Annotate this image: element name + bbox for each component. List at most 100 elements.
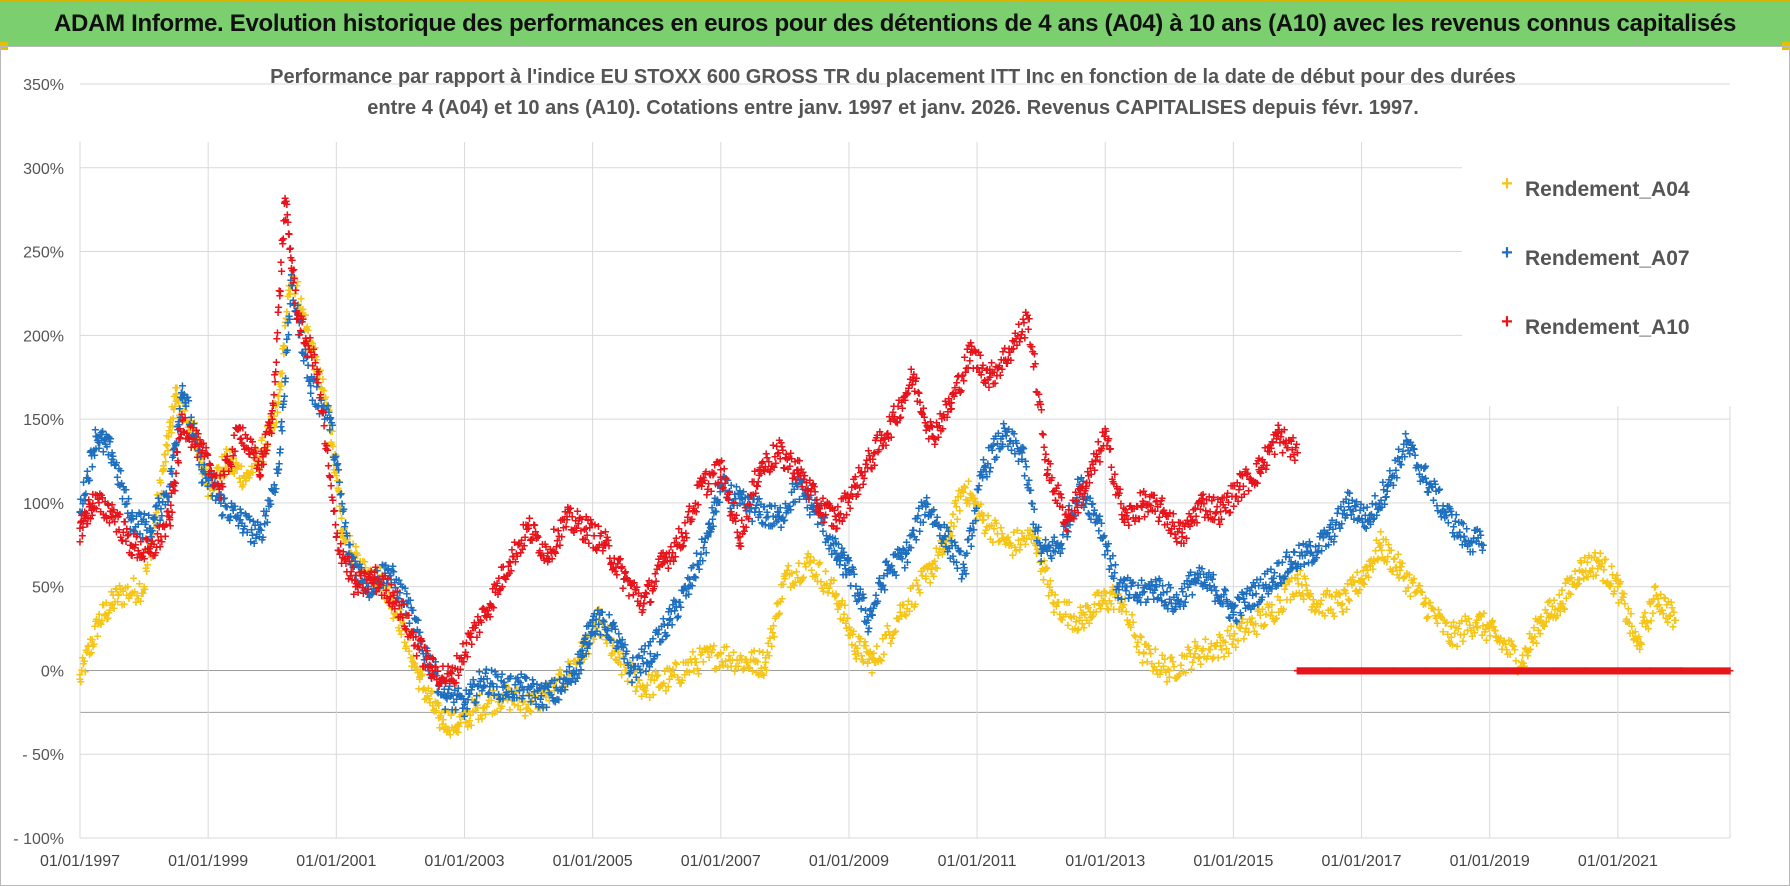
data-point: + <box>168 398 176 414</box>
data-point: + <box>524 687 532 703</box>
data-point: + <box>264 423 272 439</box>
data-point: + <box>403 622 411 638</box>
data-point: + <box>168 504 176 520</box>
data-point: + <box>271 395 279 411</box>
data-point: + <box>184 419 192 435</box>
data-point: + <box>221 446 229 462</box>
data-point: + <box>226 443 234 459</box>
data-point: + <box>499 688 507 704</box>
data-point: + <box>288 268 296 284</box>
data-point: + <box>214 460 222 476</box>
data-point: + <box>106 597 114 613</box>
data-point: + <box>614 654 622 670</box>
data-point: + <box>89 638 97 654</box>
x-tick-label: 01/01/2001 <box>296 853 376 870</box>
data-point: + <box>90 636 98 652</box>
data-point: + <box>367 577 375 593</box>
data-point: + <box>339 530 347 546</box>
x-tick-label: 01/01/2015 <box>1193 853 1273 870</box>
data-point: + <box>119 583 127 599</box>
data-point: + <box>244 465 252 481</box>
data-point: + <box>266 424 274 440</box>
data-point: + <box>467 717 475 733</box>
data-point: + <box>270 419 278 435</box>
data-point: + <box>453 718 461 734</box>
data-point: + <box>519 694 527 710</box>
data-point: + <box>156 472 164 488</box>
data-point: + <box>158 463 166 479</box>
data-point: + <box>533 683 541 699</box>
data-point: + <box>204 478 212 494</box>
data-point: + <box>536 700 544 716</box>
data-point: + <box>375 570 383 586</box>
data-point: + <box>435 697 443 713</box>
data-point: + <box>150 520 158 536</box>
data-point: + <box>506 701 514 717</box>
data-point: + <box>240 468 248 484</box>
data-point: + <box>545 693 553 709</box>
data-point: + <box>542 689 550 705</box>
data-point: + <box>178 391 186 407</box>
data-point: + <box>1030 501 1038 517</box>
data-point: + <box>962 566 970 582</box>
data-point: + <box>277 378 285 394</box>
data-point: + <box>498 698 506 714</box>
data-point: + <box>452 723 460 739</box>
data-point: + <box>1436 481 1444 497</box>
data-point: + <box>315 365 323 381</box>
data-point: + <box>268 425 276 441</box>
data-point: + <box>436 707 444 723</box>
data-point: + <box>549 672 557 688</box>
data-point: + <box>350 550 358 566</box>
data-point: + <box>887 429 895 445</box>
data-point: + <box>207 488 215 504</box>
data-point: + <box>1671 612 1679 628</box>
data-point: + <box>202 476 210 492</box>
data-point: + <box>277 263 285 279</box>
data-point: + <box>557 666 565 682</box>
data-point: + <box>154 501 162 517</box>
data-point: + <box>373 574 381 590</box>
data-point: + <box>80 653 88 669</box>
data-point: + <box>114 587 122 603</box>
data-point: + <box>465 713 473 729</box>
data-point: + <box>164 429 172 445</box>
data-point: + <box>515 690 523 706</box>
data-point: + <box>451 718 459 734</box>
data-point: + <box>151 515 159 531</box>
data-point: + <box>405 607 413 623</box>
data-point: + <box>116 577 124 593</box>
data-point: + <box>505 679 513 695</box>
x-tick-label: 01/01/2003 <box>424 853 504 870</box>
data-point: + <box>404 629 412 645</box>
data-point: + <box>326 417 334 433</box>
y-tick-label: 50% <box>32 580 64 597</box>
y-tick-label: - 50% <box>22 747 64 764</box>
data-point: + <box>427 685 435 701</box>
data-point: + <box>409 653 417 669</box>
data-point: + <box>213 459 221 475</box>
data-point: + <box>275 388 283 404</box>
data-point: + <box>300 306 308 322</box>
data-point: + <box>269 411 277 427</box>
data-point: + <box>388 600 396 616</box>
data-point: + <box>160 446 168 462</box>
data-point: + <box>85 638 93 654</box>
data-point: + <box>471 693 479 709</box>
data-point: + <box>563 670 571 686</box>
data-point: + <box>442 718 450 734</box>
data-point: + <box>383 578 391 594</box>
data-point: + <box>341 534 349 550</box>
data-point: + <box>401 634 409 650</box>
data-point: + <box>346 527 354 543</box>
data-point: + <box>112 580 120 596</box>
data-point: + <box>308 335 316 351</box>
data-point: + <box>92 613 100 629</box>
data-point: + <box>124 579 132 595</box>
data-point: + <box>472 694 480 710</box>
data-point: + <box>236 474 244 490</box>
data-point: + <box>443 722 451 738</box>
data-point: + <box>328 436 336 452</box>
data-point: + <box>301 307 309 323</box>
data-point: + <box>374 580 382 596</box>
